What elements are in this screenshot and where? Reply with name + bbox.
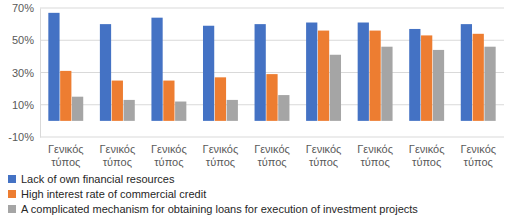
legend-swatch: [8, 205, 16, 213]
bar: [358, 23, 369, 121]
x-tick-label: Γενικόςτύπος: [48, 143, 84, 168]
bar: [278, 95, 289, 121]
legend: Lack of own financial resources High inte…: [8, 173, 418, 215]
y-tick-label: 30%: [12, 67, 34, 79]
x-tick: Γενικόςτύπος: [99, 143, 135, 168]
bar: [151, 18, 162, 121]
bar: [484, 47, 495, 121]
bar: [100, 24, 111, 121]
y-axis: -10% 10% 30% 50% 70%: [8, 2, 40, 143]
plot: -10%10%30%50%70%ΓενικόςτύποςΓενικόςτύπος…: [8, 2, 504, 168]
x-tick: Γενικόςτύπος: [460, 143, 496, 168]
bar: [318, 31, 329, 121]
legend-label: Lack of own financial resources: [21, 173, 175, 185]
grid-line: [40, 137, 504, 138]
legend-swatch: [8, 190, 16, 198]
x-tick: Γενικόςτύπος: [254, 143, 290, 168]
y-tick: 70%: [12, 2, 40, 14]
y-tick-label: -10%: [8, 131, 34, 143]
x-tick-label: Γενικόςτύπος: [99, 143, 135, 168]
bar: [255, 24, 266, 121]
bar: [369, 31, 380, 121]
x-tick-label: Γενικόςτύπος: [409, 143, 445, 168]
legend-label: High interest rate of commercial credit: [21, 188, 206, 200]
grid-line: [40, 8, 504, 9]
bar: [461, 24, 472, 121]
bar: [72, 97, 83, 121]
x-tick-label: Γενικόςτύπος: [357, 143, 393, 168]
bar: [60, 71, 71, 121]
bar: [409, 29, 420, 121]
bar: [433, 50, 444, 121]
y-tick: -10%: [8, 131, 40, 143]
bar: [421, 35, 432, 120]
bar: [330, 55, 341, 121]
bar: [473, 34, 484, 121]
series: [72, 47, 496, 121]
x-axis: Γενικόςτύπος Γενικόςτύπος Γενικόςτύπος Γενι…: [48, 143, 496, 168]
bars: [48, 13, 495, 121]
legend-item: High interest rate of commercial credit: [8, 188, 206, 200]
x-tick: Γενικόςτύπος: [306, 143, 342, 168]
bar: [227, 100, 238, 121]
bar: [175, 102, 186, 121]
y-tick-label: 50%: [12, 34, 34, 46]
series: [48, 13, 472, 121]
bar: [48, 13, 59, 121]
x-tick: Γενικόςτύπος: [48, 143, 84, 168]
bar: [266, 74, 277, 121]
x-tick: Γενικόςτύπος: [203, 143, 239, 168]
y-tick: 10%: [12, 99, 40, 111]
legend-swatch: [8, 175, 16, 183]
legend-label: A complicated mechanism for obtaining lo…: [21, 203, 418, 215]
bar: [112, 81, 123, 121]
legend-item: Lack of own financial resources: [8, 173, 175, 185]
x-tick-label: Γενικόςτύπος: [151, 143, 187, 168]
x-tick-label: Γενικόςτύπος: [306, 143, 342, 168]
x-tick-label: Γενικόςτύπος: [460, 143, 496, 168]
bar: [215, 77, 226, 121]
x-tick-label: Γενικόςτύπος: [203, 143, 239, 168]
x-tick-label: Γενικόςτύπος: [254, 143, 290, 168]
y-tick: 30%: [12, 67, 40, 79]
y-axis-line: [40, 9, 41, 138]
bar: [124, 100, 135, 121]
x-tick: Γενικόςτύπος: [409, 143, 445, 168]
bar: [163, 81, 174, 121]
chart: -10%10%30%50%70%ΓενικόςτύποςΓενικόςτύπος…: [0, 0, 508, 220]
series: [60, 31, 484, 121]
legend-item: A complicated mechanism for obtaining lo…: [8, 203, 418, 215]
bar: [381, 47, 392, 121]
x-tick: Γενικόςτύπος: [151, 143, 187, 168]
bar: [306, 23, 317, 121]
y-tick-label: 10%: [12, 99, 34, 111]
x-tick: Γενικόςτύπος: [357, 143, 393, 168]
bar: [203, 26, 214, 121]
y-tick: 50%: [12, 34, 40, 46]
y-tick-label: 70%: [12, 2, 34, 14]
grid: [40, 8, 504, 137]
